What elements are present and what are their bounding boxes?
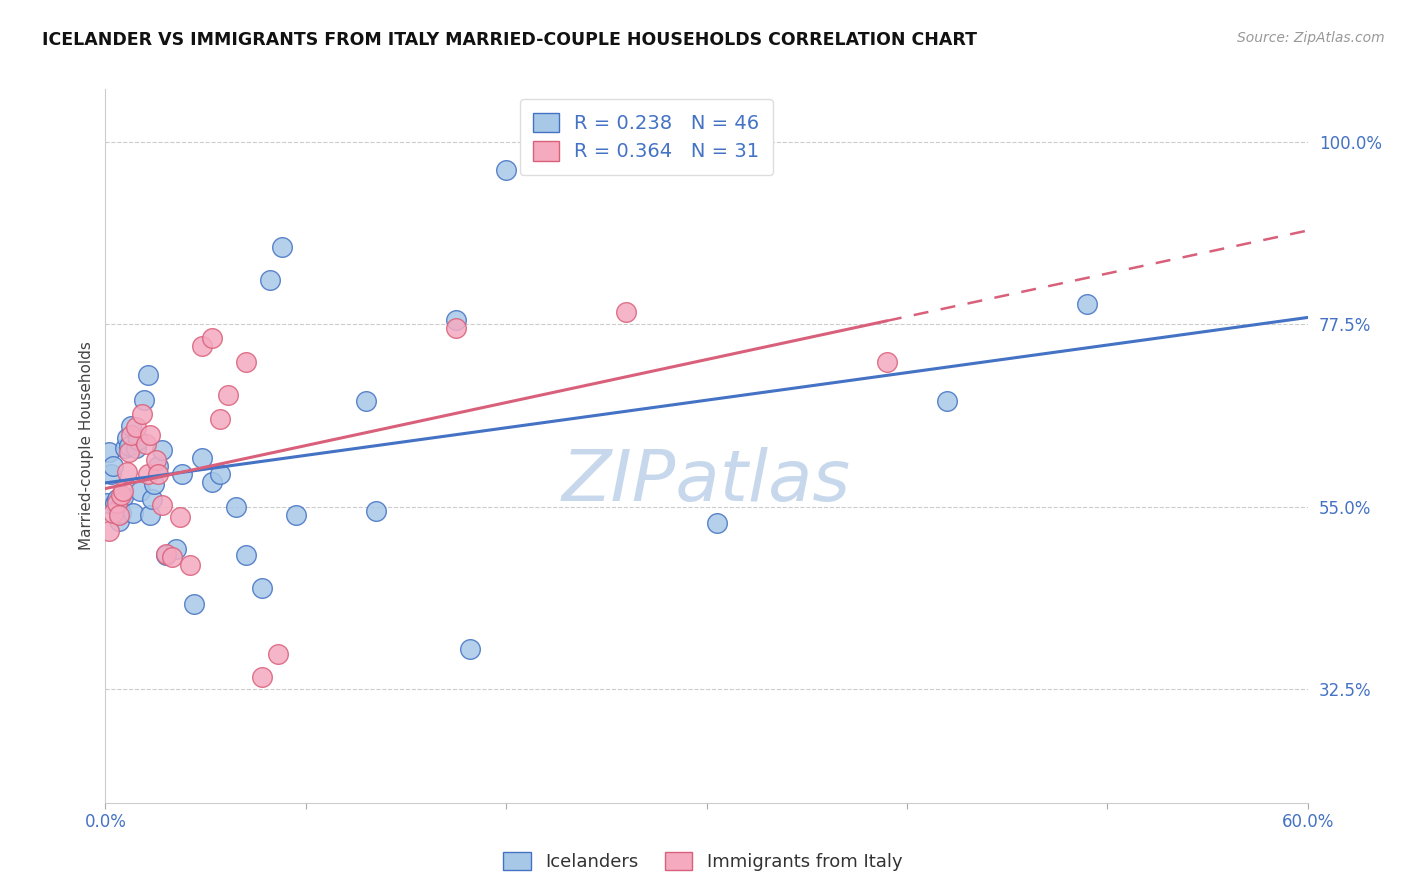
Point [267,648,290,662]
Point [284,508,307,522]
Point [128,483,150,498]
Point [114,442,136,456]
Point [136,467,159,482]
Point [117,431,139,445]
Point [96,496,118,510]
Point [107,491,129,506]
Point [270,240,292,254]
Point [121,428,143,442]
Point [117,465,139,479]
Point [145,452,167,467]
Point [179,558,201,573]
Point [110,506,132,520]
Point [165,541,187,556]
Point [1076,297,1098,311]
Point [706,516,728,530]
Point [354,394,377,409]
Point [155,547,177,561]
Y-axis label: Married-couple Households: Married-couple Households [79,342,94,550]
Point [444,321,467,335]
Point [110,488,132,502]
Point [100,467,122,482]
Point [170,467,193,482]
Point [201,475,224,490]
Point [131,407,153,421]
Point [616,305,638,319]
Point [876,355,898,369]
Point [141,491,163,506]
Point [495,163,517,178]
Text: Source: ZipAtlas.com: Source: ZipAtlas.com [1237,31,1385,45]
Point [135,436,157,450]
Point [104,496,127,510]
Point [169,509,191,524]
Point [190,451,212,466]
Point [183,597,205,611]
Point [259,273,281,287]
Point [150,498,173,512]
Point [250,581,273,595]
Point [225,500,247,514]
Point [235,355,257,369]
Point [124,420,146,434]
Point [208,467,231,482]
Point [444,313,467,327]
Point [235,549,257,563]
Legend: R = 0.238   N = 46, R = 0.364   N = 31: R = 0.238 N = 46, R = 0.364 N = 31 [520,99,773,175]
Point [98,524,121,538]
Point [150,443,173,458]
Point [121,418,143,433]
Point [208,412,231,426]
Point [132,392,155,407]
Point [118,439,141,453]
Point [138,428,160,442]
Point [190,339,212,353]
Point [146,459,169,474]
Point [138,508,160,522]
Point [458,641,481,656]
Text: ICELANDER VS IMMIGRANTS FROM ITALY MARRIED-COUPLE HOUSEHOLDS CORRELATION CHART: ICELANDER VS IMMIGRANTS FROM ITALY MARRI… [42,31,977,49]
Point [108,508,131,522]
Text: ZIPatlas: ZIPatlas [562,447,851,516]
Point [98,444,121,458]
Point [250,670,273,684]
Point [124,442,146,456]
Legend: Icelanders, Immigrants from Italy: Icelanders, Immigrants from Italy [496,846,910,879]
Point [364,504,387,518]
Point [108,501,131,516]
Point [136,368,159,383]
Point [107,496,129,510]
Point [122,506,145,520]
Point [127,434,149,448]
Point [936,394,959,409]
Point [112,483,135,498]
Point [108,515,131,529]
Point [103,459,125,474]
Point [118,444,141,458]
Point [155,549,177,563]
Point [201,331,224,345]
Point [142,477,165,491]
Point [217,388,239,402]
Point [103,506,125,520]
Point [146,467,169,482]
Point [112,490,135,504]
Point [160,550,183,565]
